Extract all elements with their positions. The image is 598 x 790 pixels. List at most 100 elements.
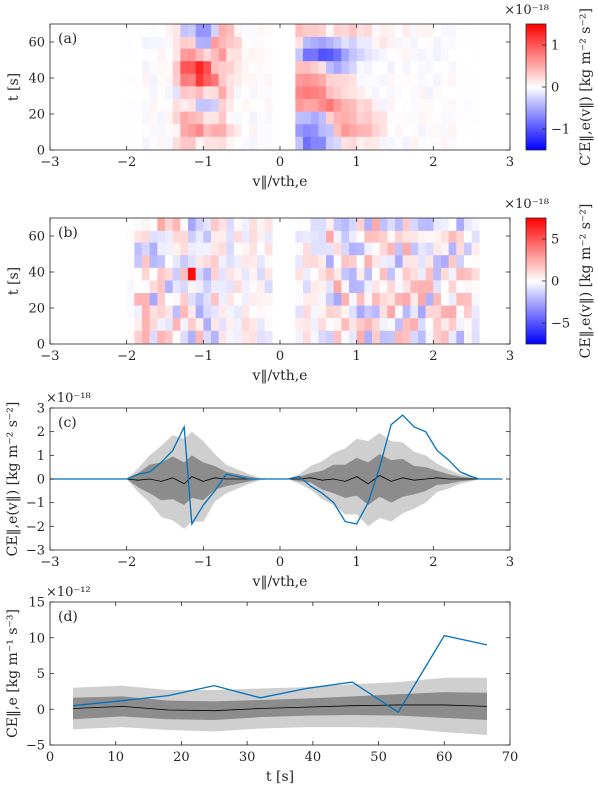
- panel-a-heatmap-cell: [211, 123, 219, 137]
- panel-b-heatmap-cell: [318, 218, 327, 231]
- panel-b-heatmap-cell: [157, 292, 166, 306]
- panel-b-heatmap-cell: [326, 317, 334, 331]
- panel-a-heatmap-cell: [471, 86, 480, 99]
- panel-b-heatmap-cell: [310, 292, 319, 306]
- panel-b-heatmap-cell: [364, 218, 373, 231]
- panel-b-heatmap-cell: [126, 218, 135, 231]
- panel-a-heatmap-cell: [142, 48, 150, 62]
- panel-a-heatmap-cell: [226, 123, 235, 137]
- panel-a-heatmap-cell: [218, 48, 227, 62]
- panel-b-heatmap-cell: [441, 242, 449, 256]
- panel-b-heatmap-cell: [172, 218, 181, 231]
- panel-a-heatmap-cell: [249, 123, 258, 137]
- panel-a-heatmap-cell: [464, 35, 472, 49]
- panel-b-heatmap-cell: [149, 218, 158, 231]
- panel-b-heatmap-cell: [471, 280, 480, 293]
- panel-b-heatmap-cell: [402, 242, 411, 256]
- panel-a-heatmap-cell: [402, 73, 411, 87]
- panel-b-heatmap-cell: [172, 317, 181, 331]
- panel-a-heatmap-cell: [410, 136, 419, 150]
- panel-a-heatmap-cell: [264, 35, 273, 49]
- panel-d-xtick-label: 10: [107, 750, 124, 765]
- panel-b-heatmap-cell: [257, 305, 265, 319]
- panel-b-ylabel: t [s]: [6, 267, 22, 295]
- panel-b-heatmap-cell: [441, 229, 449, 243]
- panel-b-heatmap-cell: [172, 229, 181, 243]
- panel-a-heatmap-cell: [471, 98, 480, 112]
- panel-a-heatmap-cell: [387, 86, 396, 99]
- panel-a-heatmap-cell: [326, 111, 334, 125]
- panel-a-heatmap-cell: [395, 98, 403, 112]
- panel-a-heatmap-cell: [356, 98, 365, 112]
- panel-a-heatmap-cell: [425, 98, 434, 112]
- panel-b-heatmap-cell: [310, 229, 319, 243]
- panel-a-heatmap-cell: [203, 35, 212, 49]
- panel-b-heatmap-cell: [418, 317, 426, 331]
- panel-a-heatmap-cell: [464, 86, 472, 99]
- panel-a-heatmap-cell: [349, 136, 357, 150]
- panel-d-ylabel: CE‖,e [kg m⁻¹ s⁻³]: [5, 609, 21, 738]
- panel-b-heatmap-cell: [226, 330, 235, 344]
- panel-a-heatmap-cell: [433, 48, 442, 62]
- panel-b-heatmap-cell: [356, 292, 365, 306]
- panel-d-xtick-label: 20: [173, 750, 190, 765]
- panel-a-heatmap-cell: [126, 98, 135, 112]
- panel-a-heatmap-cell: [211, 60, 219, 74]
- panel-b-heatmap-cell: [318, 267, 327, 281]
- panel-b-heatmap-cell: [172, 267, 181, 281]
- panel-b-heatmap-cell: [425, 280, 434, 293]
- panel-a-heatmap-cell: [387, 136, 396, 150]
- panel-a-heatmap-cell: [134, 48, 143, 62]
- panel-b-heatmap-cell: [464, 242, 472, 256]
- panel-a-heatmap-cell: [341, 35, 350, 49]
- panel-a-heatmap-cell: [126, 73, 135, 87]
- panel-a-heatmap-cell: [195, 123, 204, 137]
- panel-b-heatmap-cell: [372, 292, 380, 306]
- panel-b-heatmap-cell: [142, 229, 150, 243]
- panel-a-heatmap-cell: [341, 98, 350, 112]
- panel-b-heatmap-cell: [157, 267, 166, 281]
- panel-b-heatmap-cell: [372, 218, 380, 231]
- panel-b-heatmap-cell: [349, 280, 357, 293]
- panel-a-heatmap-cell: [157, 86, 166, 99]
- panel-c-xtick-label: −2: [117, 555, 136, 570]
- panel-b-heatmap-cell: [188, 280, 196, 293]
- panel-a-heatmap-cell: [372, 111, 380, 125]
- panel-b-heatmap-cell: [456, 229, 465, 243]
- panel-a-heatmap-cell: [418, 60, 426, 74]
- panel-a-heatmap-cell: [226, 98, 235, 112]
- panel-a-heatmap-cell: [165, 73, 173, 87]
- panel-b-heatmap-cell: [433, 254, 442, 268]
- panel-d-xlabel: t [s]: [266, 769, 294, 785]
- panel-b-heatmap-cell: [395, 242, 403, 256]
- panel-b-xtick-label: −3: [40, 349, 59, 364]
- panel-d-xtick-label: 40: [305, 750, 322, 765]
- panel-a-heatmap-cell: [226, 24, 235, 37]
- panel-a-heatmap-cell: [456, 136, 465, 150]
- panel-b-colorbar-tick-label: 0: [551, 275, 559, 290]
- panel-a-heatmap-cell: [126, 123, 135, 137]
- panel-b-heatmap-cell: [349, 317, 357, 331]
- panel-b-heatmap-cell: [226, 229, 235, 243]
- panel-b-heatmap-cell: [364, 229, 373, 243]
- panel-a-heatmap-cell: [211, 24, 219, 37]
- panel-b-heatmap-cell: [333, 292, 342, 306]
- panel-a-heatmap-cell: [180, 86, 189, 99]
- panel-a-heatmap-cell: [211, 48, 219, 62]
- panel-b-xtick-label: 1: [353, 349, 361, 364]
- panel-b-heatmap-cell: [464, 267, 472, 281]
- panel-b-heatmap-cell: [425, 218, 434, 231]
- panel-b-heatmap-cell: [433, 292, 442, 306]
- panel-b-heatmap-cell: [226, 218, 235, 231]
- panel-a-heatmap-cell: [241, 24, 250, 37]
- panel-a-heatmap-cell: [333, 24, 342, 37]
- panel-a-xtick-label: 0: [276, 155, 284, 170]
- panel-b-heatmap-cell: [364, 267, 373, 281]
- panel-b-heatmap-cell: [356, 317, 365, 331]
- panel-a-heatmap-cell: [295, 86, 304, 99]
- panel-b-heatmap-cell: [395, 292, 403, 306]
- panel-a-heatmap-cell: [433, 111, 442, 125]
- panel-b-heatmap-cell: [433, 317, 442, 331]
- panel-a-heatmap-cell: [195, 73, 204, 87]
- panel-b-heatmap-cell: [364, 254, 373, 268]
